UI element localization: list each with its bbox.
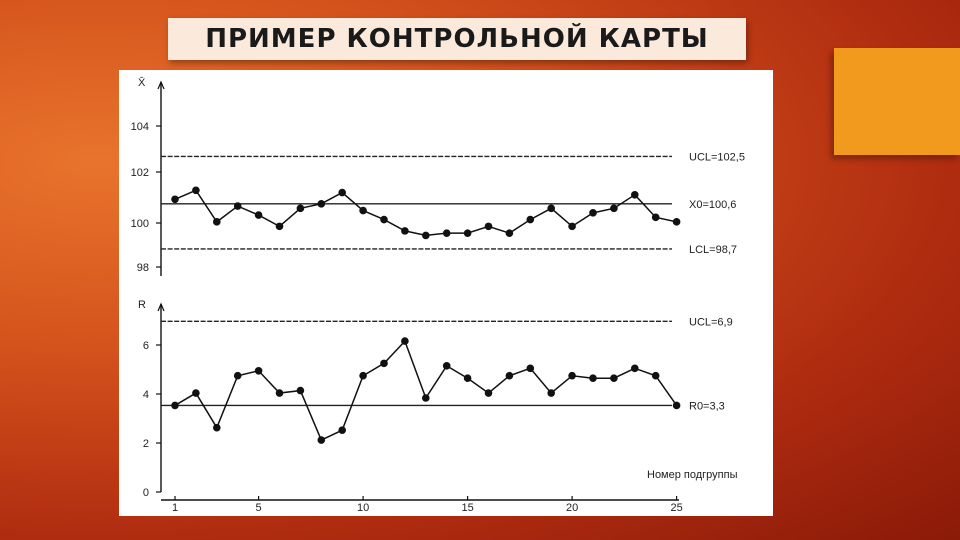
range-ref-label-0: UCL=6,9: [689, 316, 733, 328]
range-data-point: [380, 359, 388, 368]
xbar-data-point: [338, 188, 346, 197]
range-data-point: [254, 366, 263, 375]
range-y-tick-label: 6: [143, 340, 149, 352]
xbar-data-point: [171, 195, 179, 204]
xbar-data-point: [672, 218, 681, 226]
xbar-data-point: [401, 227, 409, 235]
xbar-data-point: [484, 222, 493, 231]
xbar-data-point: [568, 222, 576, 231]
xbar-data-point: [275, 222, 284, 231]
range-data-point: [192, 389, 200, 397]
xbar-ref-label-1: X0=100,6: [689, 199, 736, 211]
xbar-y-tick-label: 98: [137, 262, 149, 274]
xbar-data-point: [233, 202, 242, 210]
range-y-tick-label: 0: [143, 487, 149, 499]
control-chart-svg: X̄10410210098UCL=102,5X0=100,6LCL=98,7R6…: [131, 76, 745, 514]
range-data-point: [463, 374, 472, 383]
xbar-data-point: [610, 204, 618, 213]
title-banner: ПРИМЕР КОНТРОЛЬНОЙ КАРТЫ: [168, 18, 746, 60]
range-y-tick-label: 4: [143, 389, 149, 401]
range-data-point: [589, 374, 597, 383]
range-y-tick-label: 2: [143, 438, 149, 450]
xbar-y-tick-label: 104: [131, 121, 149, 133]
decorative-orange-square: [834, 48, 960, 155]
range-data-point: [672, 401, 681, 410]
range-y-axis-label: R: [138, 299, 146, 311]
range-ref-label-1: R0=3,3: [689, 400, 725, 412]
xbar-data-point: [359, 206, 367, 215]
range-data-point: [651, 371, 660, 380]
range-data-point: [338, 426, 346, 434]
x-tick-label: 20: [566, 502, 578, 514]
xbar-data-point: [463, 229, 472, 237]
xbar-y-tick-label: 100: [131, 218, 149, 230]
range-data-point: [171, 401, 179, 410]
xbar-data-point: [442, 229, 451, 237]
range-data-point: [317, 436, 326, 444]
x-tick-label: 25: [670, 502, 682, 514]
range-series-line: [174, 339, 678, 442]
xbar-ref-label-2: LCL=98,7: [689, 244, 737, 256]
xbar-data-point: [526, 215, 535, 224]
x-tick-label: 5: [256, 502, 262, 514]
range-data-point: [422, 394, 430, 402]
x-tick-label: 15: [461, 502, 473, 514]
xbar-data-point: [254, 211, 263, 219]
range-data-point: [275, 389, 284, 397]
range-data-point: [526, 364, 535, 373]
xbar-data-point: [192, 186, 200, 195]
range-data-point: [296, 386, 305, 395]
xbar-ref-label-0: UCL=102,5: [689, 151, 745, 163]
range-data-point: [401, 337, 409, 345]
xbar-data-point: [547, 204, 555, 213]
x-tick-label: 1: [172, 502, 178, 514]
control-chart-panel: X̄ 104 102 100 98 UCL=102,5 X0=100,6 LCL=98,7 R 6…: [119, 70, 773, 516]
range-data-point: [631, 364, 639, 373]
slide-title: ПРИМЕР КОНТРОЛЬНОЙ КАРТЫ: [205, 24, 709, 54]
xbar-data-point: [422, 231, 430, 240]
xbar-data-point: [505, 229, 514, 237]
range-data-point: [568, 371, 576, 380]
xbar-data-point: [651, 213, 660, 222]
xbar-data-point: [589, 209, 597, 217]
range-data-point: [442, 362, 451, 370]
range-data-point: [359, 371, 367, 380]
xbar-data-point: [296, 204, 305, 213]
range-data-point: [213, 423, 221, 432]
xbar-y-axis-arrow: [157, 80, 165, 90]
xbar-y-axis-label: X̄: [138, 76, 146, 89]
xbar-data-point: [380, 215, 388, 224]
range-data-point: [547, 389, 555, 397]
x-tick-label: 10: [357, 502, 369, 514]
range-data-point: [505, 371, 514, 380]
x-axis-label: Номер подгруппы: [647, 469, 738, 481]
xbar-data-point: [317, 200, 326, 208]
range-data-point: [233, 371, 242, 380]
range-y-axis-arrow: [157, 302, 165, 312]
xbar-data-point: [631, 190, 639, 199]
xbar-y-tick-label: 102: [131, 167, 149, 179]
range-data-point: [610, 374, 618, 383]
xbar-data-point: [213, 218, 221, 226]
xbar-series-line: [174, 189, 677, 237]
range-data-point: [484, 389, 493, 397]
